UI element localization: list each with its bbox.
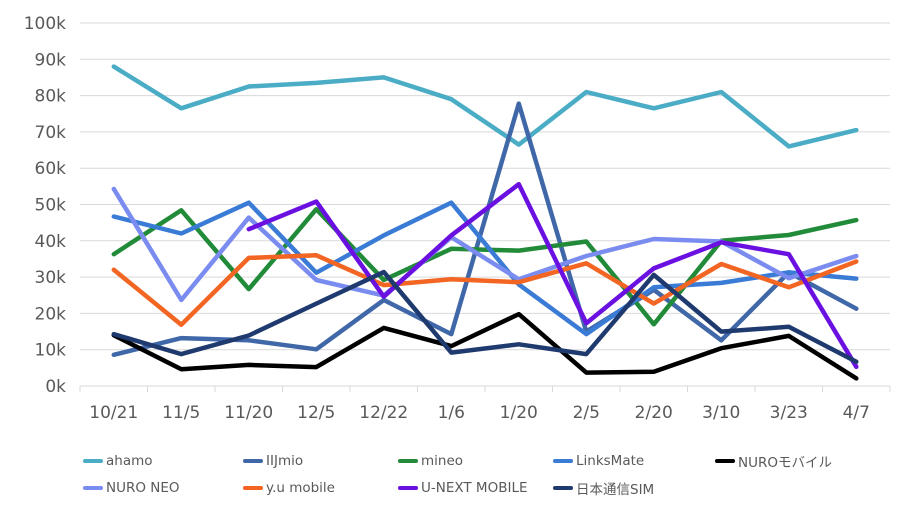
x-tick-label: 12/22	[359, 403, 408, 423]
gridlines	[80, 22, 890, 351]
series-line-4	[111, 311, 859, 381]
x-axis	[79, 385, 891, 392]
legend-item[interactable]: LinksMate	[553, 450, 644, 472]
legend-swatch	[553, 486, 573, 490]
x-tick-label: 11/20	[224, 403, 273, 423]
y-tick-label: 20k	[35, 304, 67, 324]
y-tick-label: 10k	[35, 341, 67, 361]
legend-swatch	[243, 486, 263, 490]
series-line-6	[111, 253, 859, 327]
x-tick-label: 10/21	[89, 403, 138, 423]
y-tick-label: 60k	[35, 159, 67, 179]
series-lines	[111, 64, 859, 381]
x-tick-label: 2/20	[635, 403, 673, 423]
legend-item[interactable]: ahamo	[83, 450, 153, 472]
legend-swatch	[398, 486, 418, 490]
legend-label: IIJmio	[266, 453, 304, 469]
y-tick-label: 0k	[45, 377, 66, 397]
x-tick-label: 3/10	[702, 403, 740, 423]
series-line-1	[111, 101, 859, 358]
x-tick-label: 2/5	[573, 403, 600, 423]
legend-label: mineo	[421, 453, 464, 469]
legend-label: y.u mobile	[266, 480, 335, 496]
legend-swatch	[83, 459, 103, 463]
series-line-5	[111, 186, 859, 303]
legend-item[interactable]: 日本通信SIM	[553, 477, 654, 499]
legend-swatch	[398, 459, 418, 463]
legend-label: NURO NEO	[106, 480, 180, 496]
x-tick-label: 12/5	[297, 403, 335, 423]
y-tick-label: 100k	[24, 14, 66, 34]
series-line-3	[111, 200, 859, 337]
y-tick-label: 80k	[35, 87, 67, 107]
legend-label: LinksMate	[576, 453, 645, 469]
y-tick-label: 40k	[35, 232, 67, 252]
series-line-2	[111, 206, 859, 327]
legend-item[interactable]: mineo	[398, 450, 463, 472]
legend-item[interactable]: NUROモバイル	[715, 450, 832, 472]
y-tick-label: 30k	[35, 268, 67, 288]
legend-label: ahamo	[106, 453, 153, 469]
legend-swatch	[553, 459, 573, 463]
legend-label: NUROモバイル	[738, 455, 832, 471]
x-tick-label: 3/23	[770, 403, 808, 423]
legend-item[interactable]: U-NEXT MOBILE	[398, 477, 528, 499]
y-tick-label: 50k	[35, 196, 67, 216]
legend-item[interactable]: NURO NEO	[83, 477, 180, 499]
series-line-8	[111, 269, 859, 364]
legend-label: 日本通信SIM	[576, 482, 655, 498]
x-tick-label: 1/6	[438, 403, 465, 423]
legend-item[interactable]: y.u mobile	[243, 477, 335, 499]
legend-item[interactable]: IIJmio	[243, 450, 303, 472]
x-tick-label: 11/5	[162, 403, 200, 423]
legend-label: U-NEXT MOBILE	[421, 480, 528, 496]
x-tick-label: 4/7	[843, 403, 870, 423]
y-tick-label: 70k	[35, 123, 67, 143]
series-line-0	[111, 64, 859, 149]
legend-swatch	[243, 459, 263, 463]
series-line-7	[246, 181, 859, 370]
legend-swatch	[715, 459, 735, 463]
x-axis-tick-labels: 10/21 11/5 11/20 12/5 12/22 1/6 1/20 2/5 2/20 3/1…	[89, 403, 870, 423]
legend-swatch	[83, 486, 103, 490]
legend: ahamo IIJmio mineo LinksMate NUROモバイル NURO NE…	[83, 450, 883, 506]
x-tick-label: 1/20	[500, 403, 538, 423]
y-axis-tick-labels: 0k 10k 20k 30k 40k 50k 60k 70k 80k 90k 100k	[24, 14, 66, 397]
y-tick-label: 90k	[35, 50, 67, 70]
